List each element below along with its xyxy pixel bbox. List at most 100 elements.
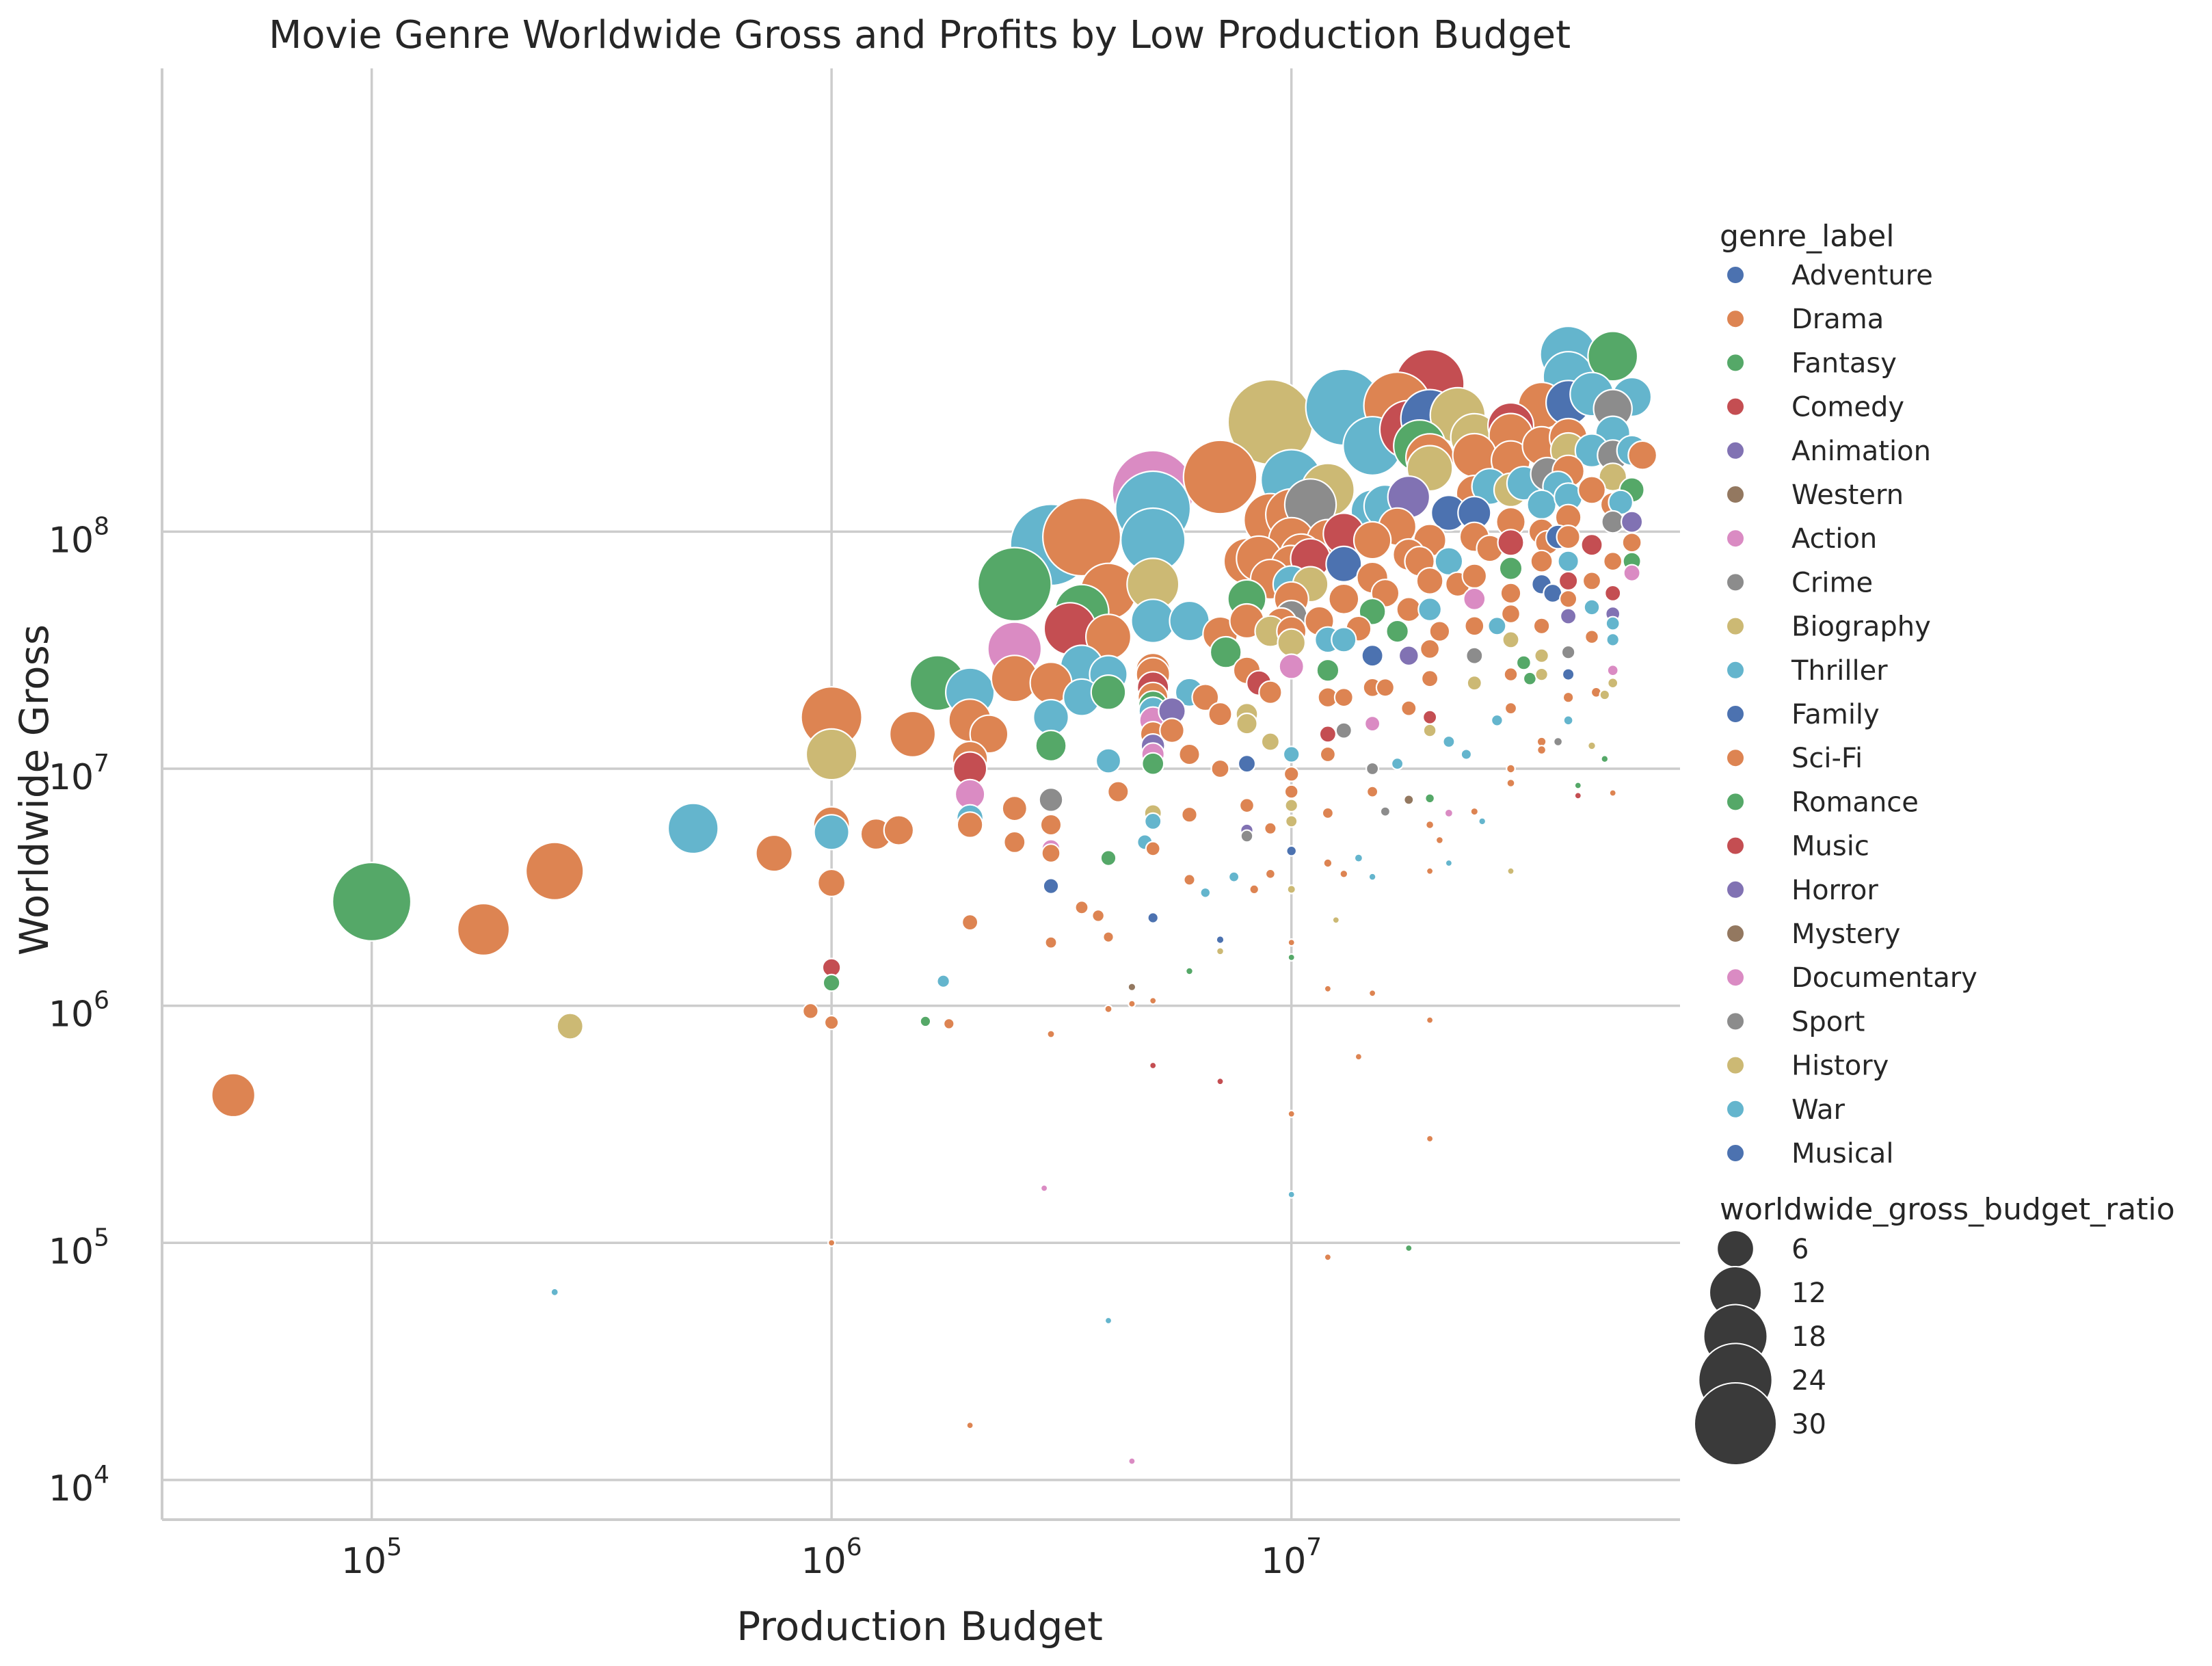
scatter-point (1001, 795, 1028, 822)
legend-genre-marker (1726, 748, 1745, 768)
scatter-point (1074, 900, 1089, 915)
legend-size-label: 24 (1791, 1365, 1826, 1397)
scatter-point (1503, 667, 1519, 682)
scatter-point (1318, 725, 1337, 743)
scatter-point (1141, 752, 1165, 776)
scatter-point (936, 974, 950, 988)
scatter-point (1041, 843, 1061, 864)
legend-genre-marker (1726, 924, 1745, 943)
scatter-point (1490, 713, 1504, 727)
scatter-point (1600, 754, 1610, 764)
legend-size-label: 6 (1791, 1234, 1809, 1265)
legend-genre-label: Horror (1791, 875, 1878, 906)
legend-genre-marker (1726, 616, 1745, 636)
scatter-point (1208, 702, 1233, 727)
scatter-point (1560, 644, 1576, 660)
scatter-point (1422, 709, 1438, 725)
scatter-point (1607, 677, 1619, 689)
legend-genre-label: Animation (1791, 436, 1931, 467)
scatter-point (1580, 533, 1603, 557)
scatter-point (1249, 884, 1260, 895)
scatter-point (1577, 475, 1607, 505)
x-tick-label: 106 (801, 1533, 862, 1582)
y-tick-label: 105 (49, 1224, 109, 1272)
legend-genre-marker (1726, 309, 1745, 329)
scatter-point (822, 973, 841, 992)
scatter-point (1368, 989, 1377, 998)
scatter-point (1469, 806, 1479, 817)
legend-genre-label: Crime (1791, 567, 1873, 598)
legend-genre-marker (1726, 792, 1745, 812)
scatter-point (1379, 806, 1391, 817)
legend-genre-label: Musical (1791, 1138, 1893, 1169)
legend-genre-label: Western (1791, 479, 1904, 511)
scatter-point (1286, 884, 1296, 895)
scatter-point (883, 815, 915, 846)
scatter-point (1530, 549, 1554, 573)
scatter-point (1396, 596, 1422, 622)
scatter-point (1502, 631, 1520, 649)
tick-labels: 105 106 107 104 105 106 107 108 (49, 512, 1322, 1582)
scatter-point (1042, 877, 1060, 895)
scatter-point (1104, 1004, 1113, 1014)
scatter-point (1562, 691, 1575, 704)
scatter-point (1404, 1243, 1413, 1253)
scatter-point (1400, 700, 1417, 717)
scatter-point (1598, 462, 1628, 492)
scatter-point (1532, 617, 1551, 635)
scatter-point (1183, 873, 1196, 886)
axes (161, 68, 1680, 1521)
y-axis-label: Worldwide Gross (11, 624, 57, 955)
scatter-point (1185, 966, 1194, 976)
scatter-point (1526, 489, 1557, 520)
legend-genre-marker (1726, 968, 1745, 988)
scatter-point (1287, 1109, 1296, 1118)
scatter-point (1498, 556, 1523, 581)
legend-genre-label: Action (1791, 523, 1877, 555)
y-tick-label: 104 (49, 1461, 109, 1509)
scatter-point (1128, 1457, 1136, 1466)
scatter-point (1282, 745, 1301, 763)
scatter-point (1264, 868, 1276, 880)
scatter-point (1573, 781, 1582, 790)
y-tick-label: 107 (49, 750, 109, 798)
scatter-point (1506, 763, 1516, 774)
legend-genre-marker (1726, 397, 1745, 416)
scatter-point (1461, 563, 1488, 590)
scatter-point (1323, 984, 1333, 993)
scatter-point (1102, 931, 1115, 943)
scatter-point (1216, 1077, 1225, 1086)
data-points (211, 325, 1658, 1466)
legend-genre-marker (1726, 1143, 1745, 1163)
scatter-point (1039, 813, 1063, 836)
scatter-point (1583, 598, 1601, 616)
scatter-point (1497, 529, 1525, 557)
legend-genre-label: Sport (1791, 1006, 1865, 1037)
scatter-point (1260, 732, 1281, 752)
scatter-point (977, 546, 1052, 622)
scatter-point (1331, 626, 1357, 653)
scatter-point (1365, 785, 1379, 798)
scatter-point (1460, 748, 1473, 761)
legend-genre-label: War (1791, 1094, 1845, 1126)
scatter-point (1506, 867, 1515, 875)
scatter-point (1032, 698, 1069, 736)
scatter-point (1599, 689, 1611, 701)
scatter-point (1487, 616, 1507, 636)
scatter-point (1354, 1052, 1363, 1061)
scatter-point (1464, 616, 1485, 637)
legend-genre-label: Drama (1791, 304, 1884, 335)
scatter-point (1553, 736, 1564, 747)
scatter-point (1398, 645, 1420, 667)
scatter-point (1044, 936, 1058, 949)
scatter-point (1390, 757, 1404, 771)
legend-genre-marker (1726, 1012, 1745, 1031)
scatter-point (1560, 607, 1577, 625)
legend-hue-title: genre_label (1720, 219, 1895, 254)
scatter-point (1605, 616, 1621, 631)
legend-size-label: 30 (1791, 1409, 1826, 1440)
scatter-point (1277, 628, 1307, 658)
scatter-point (1287, 953, 1296, 962)
x-tick-label: 107 (1261, 1533, 1322, 1582)
scatter-point (965, 1421, 974, 1430)
